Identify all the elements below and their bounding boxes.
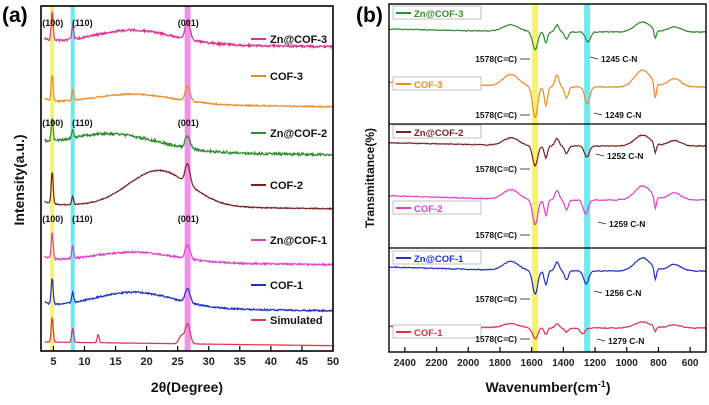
x-tick-label-b-1400: 1400 (552, 358, 575, 369)
x-axis-title-b-sup: -1 (598, 379, 606, 389)
legend-label-cof-2: COF-2 (270, 180, 303, 192)
x-tick-label-b-2000: 2000 (457, 358, 480, 369)
annotation-cn-zn-cof-1: 1256 C-N (605, 288, 641, 298)
xrd-curve-cof-1 (44, 278, 334, 313)
peak-label-100-zn-cof-3: (100) (42, 18, 63, 28)
highlight-band-b-1 (532, 4, 539, 352)
x-tick-label-a-15: 15 (109, 356, 121, 368)
highlight-band-a-1 (50, 6, 55, 351)
xrd-curve-cof-3 (44, 75, 334, 109)
panel-label-b: (b) (356, 4, 383, 27)
ftir-curve-zn-cof-3 (388, 21, 707, 51)
legend-box-b-cof-1 (392, 324, 482, 339)
legend-label-cof-3: COF-3 (270, 71, 303, 83)
peak-label-110-zn-cof-3: (110) (72, 18, 93, 28)
legend-label-b-cof-2: COF-2 (414, 204, 443, 215)
annotation-cn-cof-3: 1249 C-N (605, 110, 641, 120)
x-tick-label-b-2200: 2200 (425, 358, 448, 369)
legend-label-b-cof-3: COF-3 (414, 80, 443, 91)
peak-label-001-zn-cof-2: (001) (178, 118, 199, 128)
x-tick-label-b-800: 800 (650, 358, 667, 369)
x-tick-label-a-30: 30 (203, 356, 215, 368)
legend-label-zn-cof-2: Zn@COF-2 (270, 128, 327, 140)
annotation-cn-arrow-zn-cof-2 (595, 153, 605, 157)
annotation-cn-zn-cof-2: 1252 C-N (607, 151, 643, 161)
x-tick-label-b-600: 600 (682, 358, 699, 369)
ftir-plot: Zn@COF-3COF-3Zn@COF-2COF-2Zn@COF-1COF-1 … (363, 3, 707, 395)
x-tick-label-b-2400: 2400 (394, 358, 417, 369)
annotation-cc-cof-1: 1578(C=C) (475, 334, 517, 344)
x-axis-title-b-close: ) (606, 379, 611, 395)
annotation-cn-arrow-cof-1 (596, 338, 606, 342)
peak-label-100-zn-cof-2: (100) (42, 118, 63, 128)
legend-label-zn-cof-1: Zn@COF-1 (270, 235, 327, 247)
peak-label-001-zn-cof-3: (001) (178, 18, 199, 28)
plot-frame-a (40, 5, 334, 352)
ftir-curve-zn-cof-2 (388, 134, 707, 167)
annotation-cc-zn-cof-2: 1578(C=C) (475, 164, 517, 174)
legend-box-b-zn-cof-3 (392, 5, 482, 20)
legend-label-b-zn-cof-3: Zn@COF-3 (414, 9, 463, 20)
x-tick-label-a-40: 40 (265, 356, 277, 368)
peak-label-001-zn-cof-1: (001) (178, 214, 199, 224)
annotation-cn-arrow-cof-3 (593, 112, 603, 116)
highlight-band-a-2 (70, 6, 75, 351)
legend-box-b-zn-cof-2 (392, 124, 482, 139)
x-tick-label-a-20: 20 (140, 356, 152, 368)
x-tick-label-a-45: 45 (296, 356, 308, 368)
legend-label-cof-1: COF-1 (270, 280, 303, 292)
legend-box-b-cof-3 (392, 76, 482, 91)
highlight-band-b-2 (584, 4, 591, 352)
annotation-cc-cof-3: 1578(C=C) (475, 110, 517, 120)
legend-label-simulated: Simulated (270, 315, 323, 327)
panel-label-a: (a) (2, 4, 28, 27)
x-axis-title-b-main: Wavenumber(cm (486, 379, 598, 395)
legend-label-zn-cof-3: Zn@COF-3 (270, 34, 327, 46)
x-axis-title-b: Wavenumber(cm-1) (486, 379, 611, 395)
annotation-cn-arrow-zn-cof-3 (589, 56, 599, 60)
xrd-curve-cof-2 (44, 162, 333, 211)
legend-label-b-zn-cof-2: Zn@COF-2 (414, 128, 463, 139)
legend-label-b-zn-cof-1: Zn@COF-1 (414, 254, 464, 265)
x-tick-label-b-1200: 1200 (584, 358, 607, 369)
x-tick-label-b-1600: 1600 (521, 358, 544, 369)
peak-label-110-zn-cof-2: (110) (72, 118, 93, 128)
annotation-cn-cof-2: 1259 C-N (609, 219, 645, 229)
x-tick-label-a-50: 50 (327, 356, 339, 368)
highlight-band-a-3 (184, 6, 191, 351)
annotation-cn-zn-cof-3: 1245 C-N (601, 54, 637, 64)
x-axis-title-a: 2θ(Degree) (151, 379, 223, 395)
xrd-curve-zn-cof-3 (44, 10, 333, 50)
legend-label-b-cof-1: COF-1 (414, 328, 443, 339)
y-axis-title-a: Intensity(a.u.) (11, 134, 27, 225)
xrd-curve-zn-cof-2 (44, 118, 334, 158)
annotation-cn-arrow-zn-cof-1 (593, 290, 603, 294)
xrd-curve-simulated (44, 316, 333, 347)
annotation-cn-cof-1: 1279 C-N (608, 336, 644, 346)
legend-box-b-zn-cof-1 (392, 250, 482, 265)
xrd-curve-zn-cof-1 (44, 232, 334, 267)
x-tick-label-b-1800: 1800 (489, 358, 512, 369)
plot-frame-b (388, 3, 707, 353)
x-tick-label-b-1000: 1000 (616, 358, 639, 369)
x-tick-label-a-35: 35 (234, 356, 246, 368)
x-tick-label-a-10: 10 (78, 356, 90, 368)
y-axis-title-b: Transmittance(%) (363, 128, 377, 228)
annotation-cc-zn-cof-1: 1578(C=C) (475, 294, 517, 304)
annotation-cc-zn-cof-3: 1578(C=C) (475, 54, 517, 64)
annotation-cn-arrow-cof-2 (597, 221, 607, 225)
x-tick-label-a-25: 25 (172, 356, 184, 368)
x-tick-label-a-5: 5 (50, 356, 56, 368)
ftir-curve-cof-2 (388, 184, 706, 226)
ftir-curve-zn-cof-1 (388, 257, 706, 295)
peak-label-110-zn-cof-1: (110) (72, 214, 93, 224)
xrd-plot: Zn@COF-3 COF-3 Zn@COF-2 COF-2 Zn@COF-1 COF-1 S… (11, 5, 339, 395)
legend-box-b-cof-2 (392, 200, 482, 215)
peak-label-100-zn-cof-1: (100) (42, 214, 63, 224)
annotation-cc-cof-2: 1578(C=C) (475, 230, 517, 240)
